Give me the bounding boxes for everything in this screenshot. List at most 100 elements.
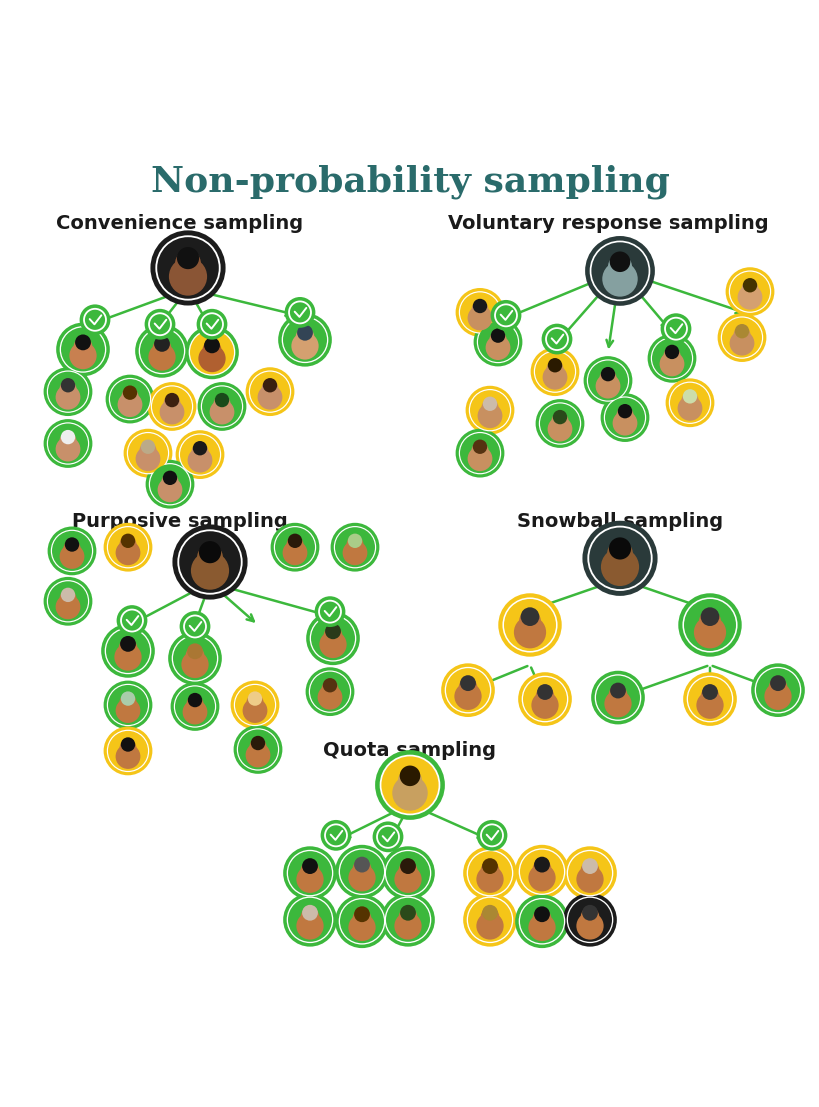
Circle shape bbox=[180, 435, 219, 475]
Circle shape bbox=[309, 671, 351, 713]
Circle shape bbox=[48, 372, 88, 412]
Circle shape bbox=[103, 523, 152, 571]
Text: Convenience sampling: Convenience sampling bbox=[57, 214, 303, 232]
Circle shape bbox=[237, 728, 278, 770]
Circle shape bbox=[210, 400, 234, 424]
Circle shape bbox=[110, 379, 150, 420]
Circle shape bbox=[682, 672, 736, 726]
Circle shape bbox=[188, 329, 235, 375]
Circle shape bbox=[600, 548, 638, 586]
Circle shape bbox=[310, 672, 350, 712]
Circle shape bbox=[287, 898, 332, 942]
Circle shape bbox=[534, 352, 574, 392]
Circle shape bbox=[284, 297, 315, 328]
Circle shape bbox=[170, 682, 219, 731]
Circle shape bbox=[60, 327, 106, 373]
Circle shape bbox=[161, 473, 179, 489]
Circle shape bbox=[663, 346, 680, 364]
Circle shape bbox=[583, 356, 631, 405]
Circle shape bbox=[768, 677, 786, 696]
Circle shape bbox=[296, 866, 324, 893]
Circle shape bbox=[520, 608, 539, 627]
Circle shape bbox=[531, 692, 558, 718]
Circle shape bbox=[177, 247, 199, 269]
Circle shape bbox=[135, 446, 161, 472]
Circle shape bbox=[188, 448, 212, 473]
Circle shape bbox=[169, 258, 207, 296]
Circle shape bbox=[542, 365, 567, 390]
Circle shape bbox=[233, 684, 276, 726]
Circle shape bbox=[467, 446, 491, 472]
Circle shape bbox=[399, 766, 420, 786]
Circle shape bbox=[301, 908, 319, 925]
Circle shape bbox=[568, 851, 611, 896]
Circle shape bbox=[459, 432, 500, 474]
Circle shape bbox=[188, 693, 202, 707]
Circle shape bbox=[43, 420, 93, 468]
Circle shape bbox=[720, 317, 762, 359]
Circle shape bbox=[590, 671, 644, 724]
Circle shape bbox=[650, 338, 692, 380]
Circle shape bbox=[468, 389, 510, 432]
Circle shape bbox=[123, 385, 137, 400]
Circle shape bbox=[48, 581, 88, 621]
Circle shape bbox=[290, 302, 310, 322]
Circle shape bbox=[381, 756, 438, 814]
Circle shape bbox=[171, 635, 218, 682]
Circle shape bbox=[468, 898, 511, 942]
Circle shape bbox=[183, 614, 206, 639]
Circle shape bbox=[60, 380, 76, 397]
Circle shape bbox=[769, 675, 785, 691]
Circle shape bbox=[283, 318, 327, 362]
Circle shape bbox=[376, 825, 400, 849]
Circle shape bbox=[476, 912, 503, 940]
Circle shape bbox=[148, 343, 175, 371]
Circle shape bbox=[340, 850, 383, 893]
Circle shape bbox=[238, 730, 278, 769]
Circle shape bbox=[172, 525, 247, 600]
Circle shape bbox=[157, 237, 219, 299]
Circle shape bbox=[530, 348, 579, 396]
Circle shape bbox=[61, 379, 75, 393]
Circle shape bbox=[60, 432, 76, 449]
Circle shape bbox=[120, 635, 136, 652]
Circle shape bbox=[173, 637, 217, 681]
Circle shape bbox=[165, 393, 179, 407]
Circle shape bbox=[485, 335, 509, 360]
Circle shape bbox=[75, 334, 91, 350]
Circle shape bbox=[175, 431, 224, 479]
Circle shape bbox=[287, 534, 302, 548]
Circle shape bbox=[148, 463, 191, 506]
Circle shape bbox=[106, 526, 149, 568]
Circle shape bbox=[183, 700, 207, 724]
Circle shape bbox=[397, 768, 422, 793]
Circle shape bbox=[283, 893, 337, 946]
Circle shape bbox=[115, 699, 140, 723]
Circle shape bbox=[609, 251, 630, 272]
Circle shape bbox=[477, 403, 502, 428]
Circle shape bbox=[139, 442, 156, 458]
Circle shape bbox=[400, 904, 415, 921]
Circle shape bbox=[213, 395, 230, 412]
Circle shape bbox=[532, 859, 550, 878]
Circle shape bbox=[695, 692, 722, 718]
Circle shape bbox=[135, 324, 188, 377]
Text: Purposive sampling: Purposive sampling bbox=[72, 511, 287, 530]
Circle shape bbox=[482, 396, 496, 411]
Circle shape bbox=[568, 898, 611, 942]
Circle shape bbox=[665, 379, 713, 427]
Circle shape bbox=[310, 615, 356, 662]
Circle shape bbox=[305, 668, 354, 716]
Circle shape bbox=[120, 534, 135, 548]
Circle shape bbox=[324, 625, 342, 644]
Circle shape bbox=[148, 312, 172, 337]
Circle shape bbox=[617, 404, 631, 418]
Circle shape bbox=[164, 395, 180, 412]
Circle shape bbox=[317, 685, 342, 710]
Circle shape bbox=[491, 329, 505, 343]
Circle shape bbox=[202, 340, 221, 359]
Circle shape bbox=[519, 899, 563, 943]
Circle shape bbox=[463, 846, 516, 900]
Circle shape bbox=[729, 331, 753, 355]
Circle shape bbox=[604, 690, 631, 717]
